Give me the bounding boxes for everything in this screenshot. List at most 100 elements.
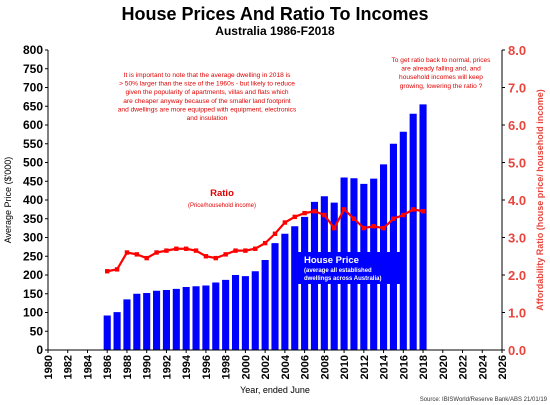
x-tick-label-2008: 2008	[319, 355, 331, 379]
ratio-point-1995	[193, 248, 199, 253]
ratio-point-2001	[253, 246, 258, 251]
ratio-point-1993	[174, 246, 179, 251]
x-tick-label-2012: 2012	[359, 355, 371, 379]
y2-tick-label-7.0: 7.0	[508, 81, 526, 96]
ratio-point-1987	[114, 267, 120, 272]
y-tick-label-250: 250	[23, 249, 43, 263]
y-tick-label-750: 750	[23, 62, 43, 76]
bar-1998	[222, 279, 230, 350]
y-tick-label-600: 600	[23, 118, 43, 132]
x-tick-label-2002: 2002	[260, 355, 272, 379]
ratio-point-1994	[183, 246, 189, 251]
bar-2004	[281, 233, 289, 350]
bar-1991	[153, 290, 161, 350]
bar-2003	[271, 243, 279, 350]
x-tick-label-1990: 1990	[142, 355, 154, 379]
x-tick-label-2020: 2020	[438, 355, 450, 379]
note-left-line-2: > 50% larger than the size of the 1960s …	[119, 81, 295, 88]
ratio-point-2005	[292, 214, 297, 220]
y2-tick-label-8.0: 8.0	[508, 43, 526, 58]
ratio-point-1996	[203, 254, 209, 259]
note-left-line-5: and dwellings are more equipped with equ…	[118, 106, 297, 113]
y2-tick-label-0.0: 0.0	[508, 343, 526, 358]
bar-2001	[251, 271, 259, 350]
ratio-point-2013	[371, 224, 376, 229]
ratio-point-2017	[410, 207, 416, 212]
x-tick-label-1994: 1994	[181, 354, 193, 379]
x-tick-label-2010: 2010	[339, 355, 351, 379]
y-tick-label-350: 350	[23, 212, 43, 226]
y-tick-label-50: 50	[30, 324, 44, 338]
y2-tick-label-2.0: 2.0	[508, 268, 526, 283]
bar-1987	[113, 312, 121, 350]
x-tick-label-2018: 2018	[418, 355, 430, 379]
ratio-point-2011	[351, 216, 357, 221]
ratio-point-1997	[213, 255, 218, 261]
x-tick-label-2000: 2000	[240, 355, 252, 379]
x-tick-label-2022: 2022	[458, 355, 470, 379]
bar-1990	[143, 293, 151, 350]
x-tick-label-2026: 2026	[497, 355, 509, 379]
x-tick-label-2014: 2014	[379, 354, 391, 379]
y-tick-label-550: 550	[23, 137, 43, 151]
bar-2018	[419, 104, 427, 350]
ratio-point-2007	[312, 209, 317, 214]
y-tick-label-150: 150	[23, 287, 43, 301]
ratio-point-2016	[401, 212, 406, 218]
note-right-line-1: To get ratio back to normal, prices	[392, 57, 492, 64]
bar-1986	[103, 315, 111, 350]
ratio-point-2006	[302, 210, 307, 216]
x-tick-label-1986: 1986	[102, 355, 114, 379]
y-tick-label-650: 650	[23, 99, 43, 113]
bar-2016	[399, 131, 407, 350]
chart-subtitle: Australia 1986-F2018	[215, 24, 335, 38]
ratio-point-2003	[272, 231, 278, 236]
note-right-line-2: are already falling and, and	[401, 66, 481, 73]
bar-1996	[202, 285, 210, 350]
ratio-point-1998	[223, 252, 228, 257]
bar-1993	[172, 288, 180, 350]
x-tick-label-1988: 1988	[122, 355, 134, 379]
x-tick-label-1982: 1982	[63, 355, 75, 379]
y2-tick-label-3.0: 3.0	[508, 231, 526, 246]
x-axis-title: Year, ended June	[240, 385, 310, 395]
ratio-point-2012	[361, 225, 367, 231]
y2-axis-title: Affordability Ratio (house price/ househ…	[535, 89, 545, 311]
x-tick-label-2006: 2006	[300, 355, 312, 379]
house-price-label-box	[298, 252, 406, 284]
y-tick-label-0: 0	[36, 343, 43, 357]
note-left-line-6: and insulation	[187, 115, 228, 122]
x-tick-label-1980: 1980	[43, 355, 55, 379]
house-price-label: House Price	[304, 255, 359, 266]
ratio-point-2014	[381, 225, 386, 231]
bar-1992	[162, 290, 170, 350]
bar-2002	[261, 260, 269, 350]
chart-title: House Prices And Ratio To Incomes	[121, 4, 428, 24]
y2-tick-label-5.0: 5.0	[508, 156, 526, 171]
x-tick-label-1984: 1984	[82, 354, 94, 379]
y-tick-label-500: 500	[23, 156, 43, 170]
ratio-point-2004	[282, 220, 288, 225]
y-axis-title: Average Price ($'000)	[3, 157, 13, 244]
ratio-point-1986	[105, 269, 110, 274]
ratio-point-2009	[332, 225, 337, 231]
house-price-sublabel-2: dwellings across Australia)	[304, 276, 381, 282]
bar-2015	[389, 143, 397, 350]
ratio-point-1991	[154, 250, 159, 255]
source-note: Source: IBISWorld/Reserve Bank/ABS 21/01…	[420, 397, 548, 403]
x-tick-label-1998: 1998	[221, 355, 233, 379]
ratio-point-2018	[420, 209, 426, 214]
ratio-label: Ratio	[210, 188, 234, 199]
bar-2017	[409, 113, 417, 350]
x-tick-label-1992: 1992	[161, 355, 173, 379]
ratio-point-1992	[164, 248, 169, 253]
ratio-point-2000	[243, 248, 248, 253]
bar-1989	[133, 293, 141, 350]
bar-2005	[291, 226, 299, 350]
y-tick-label-700: 700	[23, 81, 43, 95]
bar-1988	[123, 299, 131, 350]
x-tick-label-2024: 2024	[477, 354, 489, 379]
note-left-line-3: given the popularity of apartments, vill…	[125, 89, 288, 96]
x-tick-label-1996: 1996	[201, 355, 213, 379]
